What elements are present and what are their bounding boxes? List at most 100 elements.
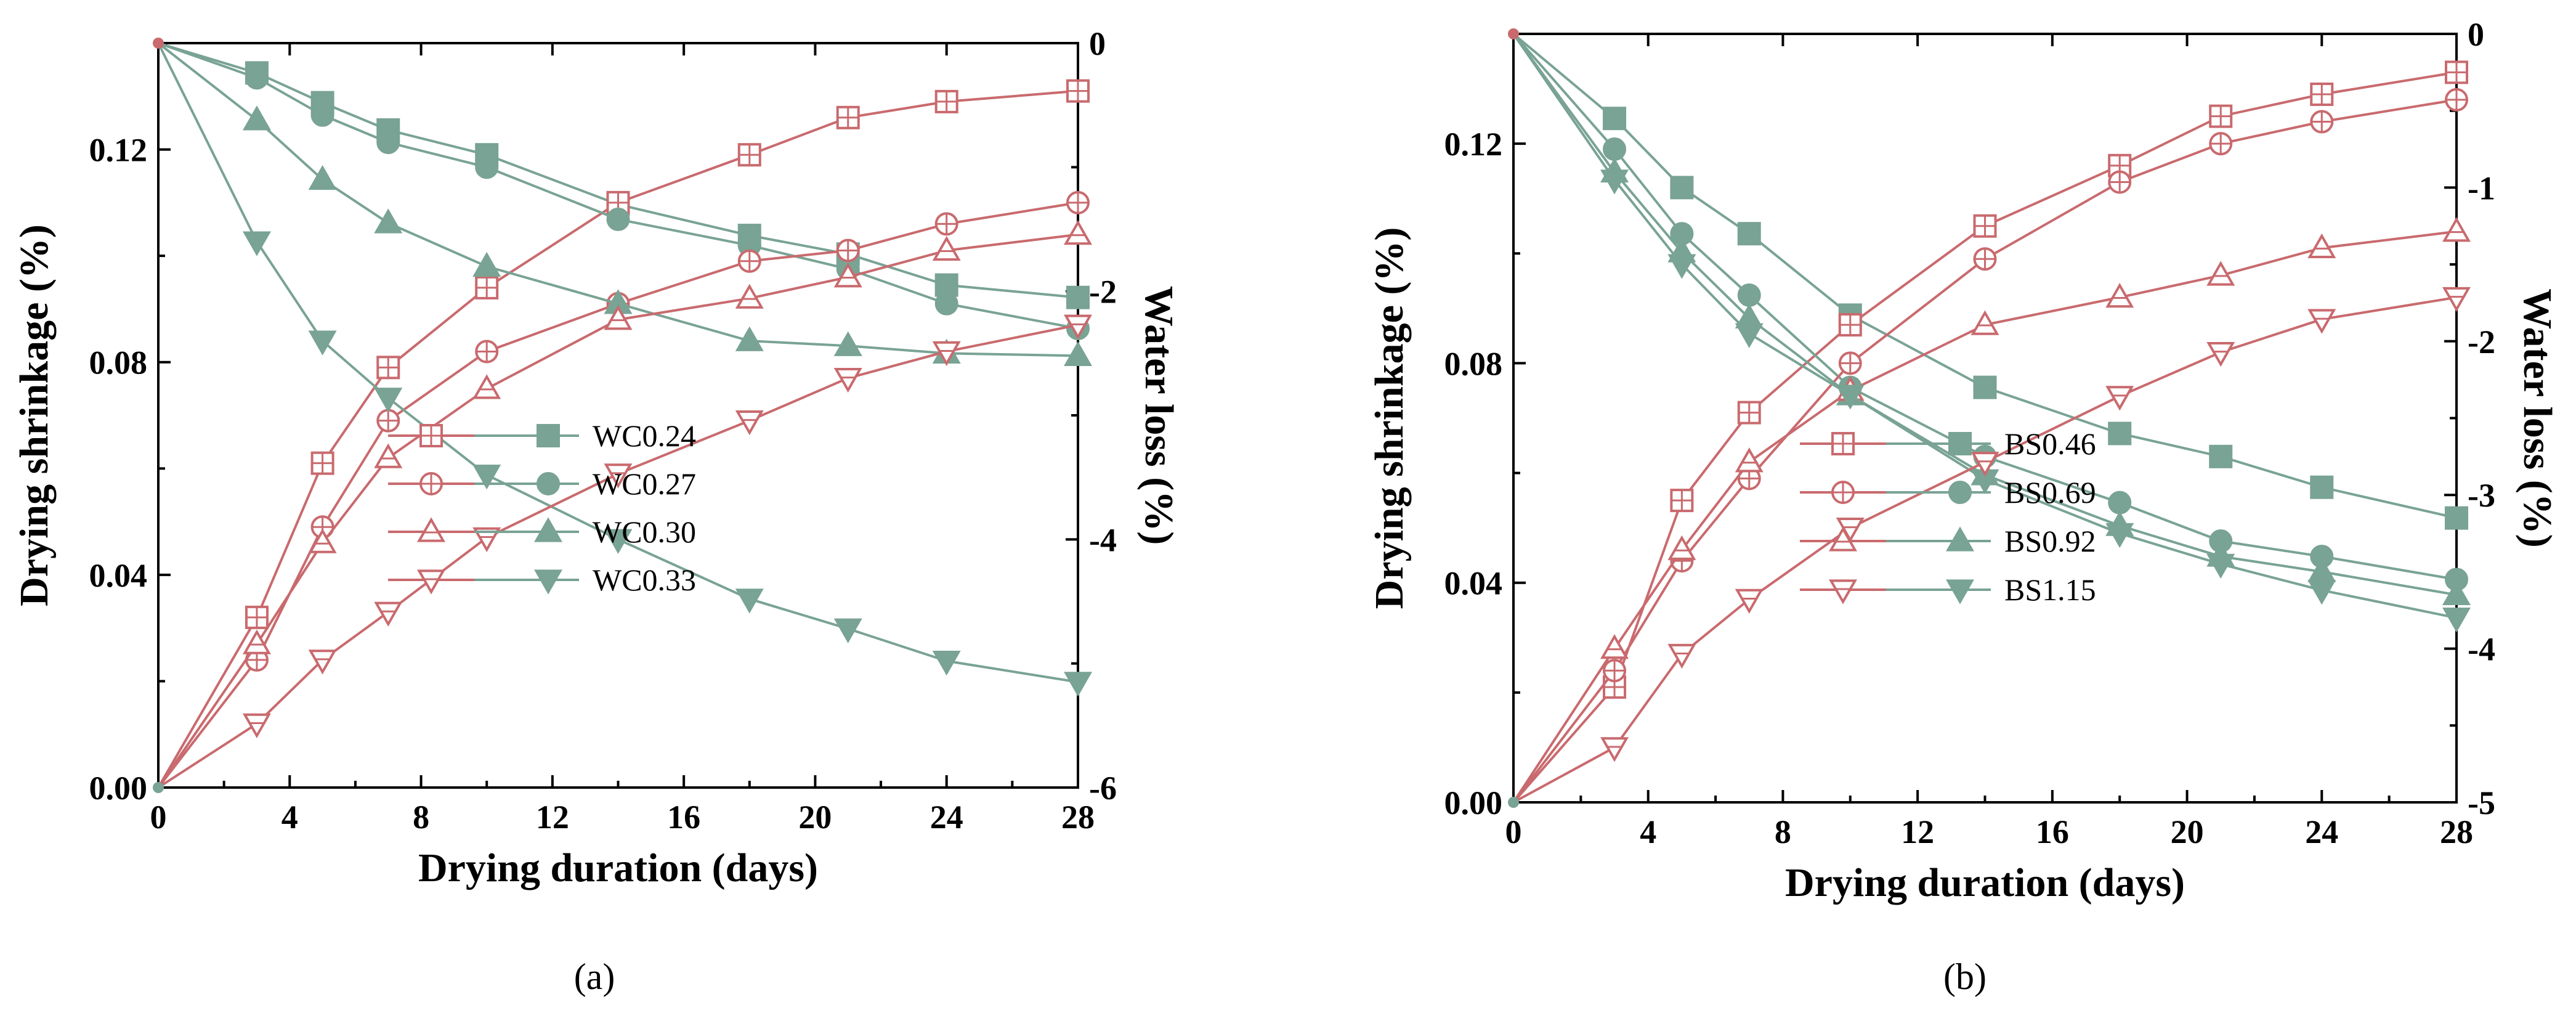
shrinkage-line	[157, 233, 1079, 789]
shrinkage-point	[308, 528, 337, 553]
y-right-tick-label: -2	[2468, 324, 2495, 360]
legend-water-loss-marker	[1946, 579, 1974, 605]
legend-label: BS0.46	[2004, 426, 2096, 461]
water-loss-point	[1066, 285, 1090, 309]
shrinkage-point	[1667, 643, 1696, 669]
shrinkage-point	[833, 367, 862, 393]
water-loss-point	[2108, 491, 2132, 515]
shrinkage-point	[308, 649, 337, 675]
water-loss-point	[1064, 672, 1092, 697]
shrinkage-point	[2442, 287, 2471, 312]
water-loss-line	[157, 43, 1079, 683]
water-loss-point	[1600, 169, 1629, 195]
water-loss-point	[242, 105, 271, 131]
water-loss-point	[2206, 553, 2235, 579]
water-loss-point	[1064, 341, 1092, 367]
water-loss-point	[833, 618, 862, 643]
water-loss-line	[157, 42, 1079, 357]
shrinkage-point	[242, 629, 271, 654]
x-tick-label: 4	[1640, 813, 1656, 850]
legend-item: WC0.24	[388, 418, 696, 453]
shrinkage-point	[1970, 452, 1999, 477]
water-loss-point	[1603, 107, 1627, 131]
shrinkage-point	[1064, 314, 1092, 340]
water-loss-line	[1512, 33, 2457, 597]
shrinkage-point	[1970, 310, 1999, 335]
series-bs0-69-shrinkage	[1512, 88, 2468, 804]
shrinkage-point	[242, 713, 271, 739]
legend-item: WC0.33	[388, 563, 696, 597]
water-loss-point	[606, 207, 630, 231]
water-loss-point	[472, 464, 501, 490]
water-loss-point	[242, 231, 271, 256]
y-right-tick-label: -2	[1089, 274, 1117, 311]
shrinkage-point	[374, 443, 403, 468]
panel-label: (b)	[1943, 956, 1987, 997]
shrinkage-point	[2206, 341, 2235, 367]
legend-item: BS1.15	[1800, 572, 2096, 607]
legend-label: BS0.69	[2004, 475, 2096, 510]
shrinkage-point	[1600, 634, 1629, 659]
water-loss-point	[2442, 580, 2471, 605]
legend-water-loss-marker	[537, 424, 560, 447]
legend-item: BS0.69	[1800, 475, 2096, 510]
water-loss-point	[1737, 283, 1761, 307]
y-right-tick-label: -3	[2468, 477, 2495, 514]
x-tick-label: 16	[2036, 813, 2069, 850]
water-loss-line	[1512, 33, 2457, 519]
shrinkage-point	[833, 263, 862, 288]
legend-label: WC0.30	[593, 515, 696, 549]
origin-point-water-loss	[1508, 797, 1519, 808]
shrinkage-point	[2105, 386, 2134, 411]
water-loss-point	[1603, 137, 1627, 161]
series-bs0-46-water-loss	[1512, 33, 2468, 530]
shrinkage-point	[1667, 535, 1696, 560]
y-left-tick-label: 0.12	[89, 132, 148, 169]
shrinkage-point	[472, 527, 501, 553]
series-wc0-24-shrinkage	[157, 79, 1090, 789]
y-right-tick-label: -5	[2468, 784, 2495, 821]
legend: BS0.46 BS0.69 BS0.92 BS1.15	[1800, 426, 2096, 607]
water-loss-point	[475, 155, 499, 179]
x-tick-label: 20	[2171, 813, 2204, 850]
water-loss-point	[604, 529, 633, 554]
water-loss-line	[158, 42, 1079, 299]
x-tick-label: 0	[1505, 813, 1522, 850]
legend-label: WC0.24	[593, 418, 696, 453]
origin-point-shrinkage	[1508, 28, 1519, 39]
shrinkage-point	[2105, 282, 2134, 308]
shrinkage-point	[932, 235, 961, 261]
water-loss-point	[376, 131, 400, 155]
shrinkage-point	[472, 374, 501, 399]
legend-label: BS1.15	[2004, 572, 2096, 607]
water-loss-point	[2445, 506, 2468, 530]
chart-panel-b: 0 4 8 12 16 20 24 28 0.00 0.04 0.08 0.12 -5 -4 -3 -2 -1 0…	[1367, 16, 2560, 997]
y-right-tick-label: -1	[2468, 169, 2495, 206]
shrinkage-line	[157, 324, 1079, 789]
legend-item: WC0.30	[388, 515, 696, 549]
x-tick-label: 24	[2305, 813, 2338, 850]
series-bs0-92-shrinkage	[1512, 217, 2471, 804]
y-left-tick-label: 0.04	[1444, 565, 1503, 602]
shrinkage-line	[1512, 98, 2457, 804]
water-loss-point	[1973, 375, 1997, 399]
water-loss-line	[1512, 33, 2457, 581]
water-loss-point	[2307, 580, 2336, 605]
legend-water-loss-marker	[1946, 526, 1974, 552]
water-loss-point	[2108, 421, 2132, 446]
legend-item: BS0.92	[1800, 524, 2096, 558]
y-left-axis-title: Drying shrinkage (%)	[12, 224, 57, 606]
y-left-tick-label: 0.00	[89, 770, 148, 807]
y-right-tick-label: 0	[1089, 25, 1106, 62]
x-tick-label: 28	[2440, 813, 2473, 850]
legend-water-loss-marker	[537, 472, 560, 495]
y-right-tick-label: -4	[1089, 521, 1117, 558]
shrinkage-point	[1600, 737, 1629, 762]
shrinkage-line	[1512, 71, 2457, 804]
y-left-tick-label: 0.08	[89, 344, 148, 381]
series-wc0-24-water-loss	[158, 42, 1090, 309]
x-tick-label: 24	[930, 799, 963, 836]
x-axis-title: Drying duration (days)	[1785, 860, 2185, 905]
y-right-axis-title: Water loss (%)	[1136, 286, 1181, 545]
